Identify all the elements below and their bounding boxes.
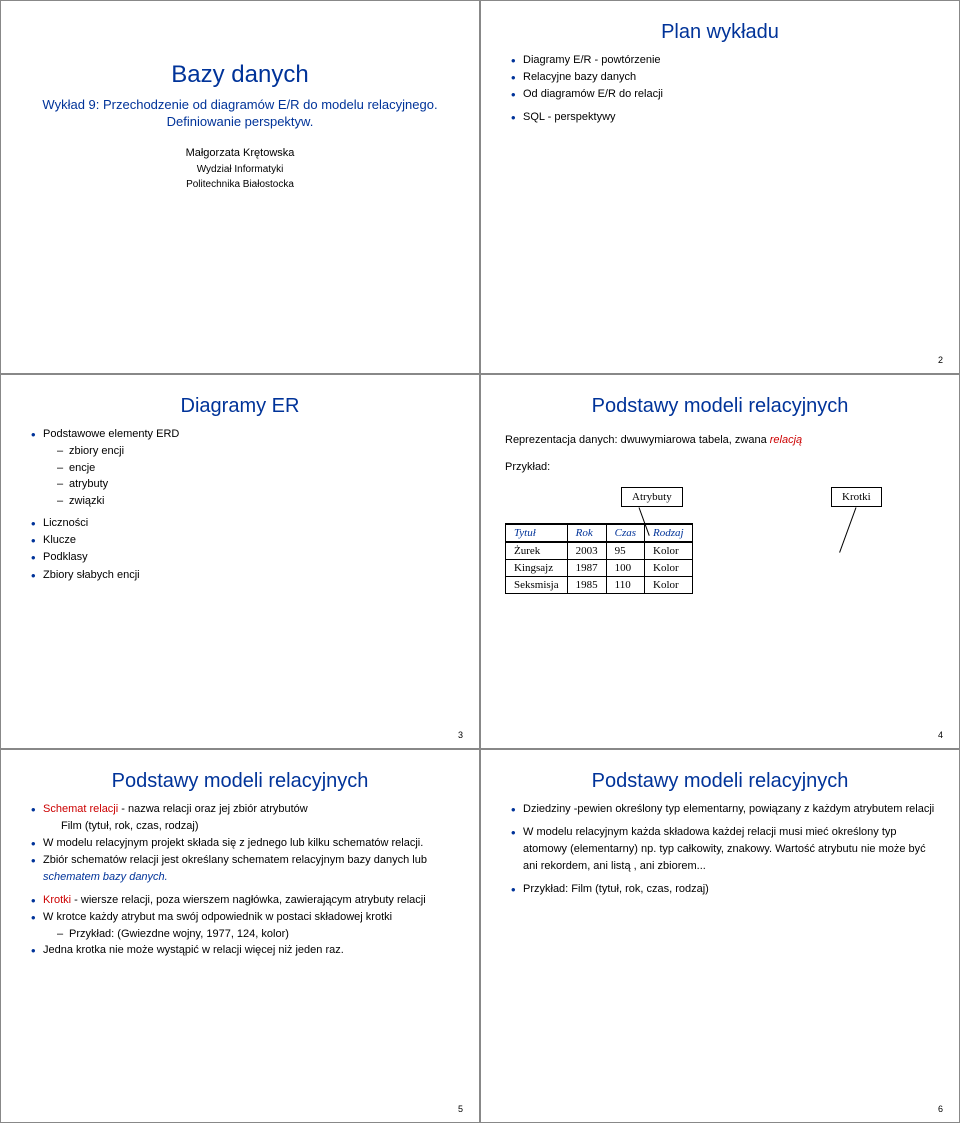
bullet-item: SQL - perspektywy xyxy=(511,109,935,126)
slide-5: Podstawy modeli relacyjnych Schemat rela… xyxy=(0,749,480,1123)
table-cell: Żurek xyxy=(506,542,568,560)
text-span: - nazwa relacji oraz jej zbiór atrybutów xyxy=(118,803,308,815)
bullet-item: Podklasy xyxy=(31,549,455,566)
bullet-list: SQL - perspektywy xyxy=(505,109,935,126)
university: Politechnika Białostocka xyxy=(25,177,455,192)
slide-title: Podstawy modeli relacyjnych xyxy=(505,770,935,793)
text-span: Zbiór schematów relacji jest określany s… xyxy=(43,854,427,866)
slide-2: Plan wykładu Diagramy E/R - powtórzenie … xyxy=(480,0,960,374)
slide-3: Diagramy ER Podstawowe elementy ERD zbio… xyxy=(0,374,480,748)
bullet-list: Podstawowe elementy ERD zbiory encji enc… xyxy=(25,426,455,509)
text-span: - wiersze relacji, poza wierszem nagłówk… xyxy=(71,894,426,906)
bullet-item: Diagramy E/R - powtórzenie xyxy=(511,52,935,69)
dash-item: atrybuty xyxy=(57,476,455,493)
table-cell: 1985 xyxy=(567,577,606,594)
paragraph: Przykład: xyxy=(505,459,935,476)
dash-item: Przykład: (Gwiezdne wojny, 1977, 124, ko… xyxy=(57,926,455,943)
table-header-row: Tytuł Rok Czas Rodzaj xyxy=(506,524,693,542)
slide-1: Bazy danych Wykład 9: Przechodzenie od d… xyxy=(0,0,480,374)
table-cell: Seksmisja xyxy=(506,577,568,594)
table-row: Seksmisja 1985 110 Kolor xyxy=(506,577,693,594)
bullet-item: Przykład: Film (tytuł, rok, czas, rodzaj… xyxy=(511,881,935,898)
bullet-item: Podstawowe elementy ERD zbiory encji enc… xyxy=(31,426,455,509)
table-row: Kingsajz 1987 100 Kolor xyxy=(506,560,693,577)
slide-number: 6 xyxy=(938,1104,943,1114)
callout-tuples: Krotki xyxy=(831,487,882,507)
table-row: Żurek 2003 95 Kolor xyxy=(506,542,693,560)
bullet-item: Jedna krotka nie może wystąpić w relacji… xyxy=(31,942,455,959)
slide-number: 4 xyxy=(938,730,943,740)
table-cell: Kolor xyxy=(645,577,693,594)
table-cell: Kolor xyxy=(645,560,693,577)
slide-4: Podstawy modeli relacyjnych Reprezentacj… xyxy=(480,374,960,748)
table-header: Rodzaj xyxy=(645,524,693,542)
italic-term: relacją xyxy=(770,434,802,446)
slide-grid: Bazy danych Wykład 9: Przechodzenie od d… xyxy=(0,0,960,1123)
slide-number: 5 xyxy=(458,1104,463,1114)
department: Wydział Informatyki xyxy=(25,162,455,177)
bullet-item: Od diagramów E/R do relacji xyxy=(511,86,935,103)
bullet-item: Klucze xyxy=(31,532,455,549)
table-header: Rok xyxy=(567,524,606,542)
bullet-item: Relacyjne bazy danych xyxy=(511,69,935,86)
dash-list: zbiory encji encje atrybuty związki xyxy=(43,443,455,509)
dash-item: encje xyxy=(57,460,455,477)
slide-title: Podstawy modeli relacyjnych xyxy=(25,770,455,793)
author-block: Małgorzata Krętowska Wydział Informatyki… xyxy=(25,145,455,192)
table-cell: 1987 xyxy=(567,560,606,577)
bullet-item: Dziedziny -pewien określony typ elementa… xyxy=(511,801,935,818)
table-cell: 110 xyxy=(606,577,644,594)
bullet-list: Przykład: Film (tytuł, rok, czas, rodzaj… xyxy=(505,881,935,898)
bullet-item: Zbiór schematów relacji jest określany s… xyxy=(31,852,455,886)
bullet-item: Krotki - wiersze relacji, poza wierszem … xyxy=(31,892,455,909)
bullet-list: Krotki - wiersze relacji, poza wierszem … xyxy=(25,892,455,960)
red-term: Krotki xyxy=(43,894,71,906)
table-header: Tytuł xyxy=(506,524,568,542)
bullet-item: W modelu relacyjnym projekt składa się z… xyxy=(31,835,455,852)
relation-table: Tytuł Rok Czas Rodzaj Żurek 2003 95 Kolo… xyxy=(505,523,693,594)
table-cell: 2003 xyxy=(567,542,606,560)
bullet-list: Dziedziny -pewien określony typ elementa… xyxy=(505,801,935,818)
bullet-list: W modelu relacyjnym każda składowa każde… xyxy=(505,824,935,875)
bullet-list: Diagramy E/R - powtórzenie Relacyjne baz… xyxy=(505,52,935,103)
subtitle-line-1: Wykład 9: Przechodzenie od diagramów E/R… xyxy=(25,97,455,112)
bullet-list: Schemat relacji - nazwa relacji oraz jej… xyxy=(25,801,455,886)
slide-number: 2 xyxy=(938,355,943,365)
bullet-text: Podstawowe elementy ERD xyxy=(43,428,179,440)
bullet-item: W modelu relacyjnym każda składowa każde… xyxy=(511,824,935,875)
slide-title: Diagramy ER xyxy=(25,395,455,418)
text-span: W krotce każdy atrybut ma swój odpowiedn… xyxy=(43,911,392,923)
bullet-list: Liczności Klucze Podklasy Zbiory słabych… xyxy=(25,515,455,583)
slide-title: Podstawy modeli relacyjnych xyxy=(505,395,935,418)
table-cell: Kingsajz xyxy=(506,560,568,577)
subtitle-line-2: Definiowanie perspektyw. xyxy=(25,114,455,129)
table-cell: Kolor xyxy=(645,542,693,560)
slide-number: 3 xyxy=(458,730,463,740)
dash-list: Przykład: (Gwiezdne wojny, 1977, 124, ko… xyxy=(43,926,455,943)
slide-title: Plan wykładu xyxy=(505,21,935,44)
author-name: Małgorzata Krętowska xyxy=(25,145,455,162)
italic-term: schematem bazy danych. xyxy=(43,871,168,883)
bullet-item: W krotce każdy atrybut ma swój odpowiedn… xyxy=(31,909,455,943)
example-line: Film (tytuł, rok, czas, rodzaj) xyxy=(43,818,455,835)
paragraph: Reprezentacja danych: dwuwymiarowa tabel… xyxy=(505,432,935,449)
dash-item: związki xyxy=(57,493,455,510)
table-wrap: Tytuł Rok Czas Rodzaj Żurek 2003 95 Kolo… xyxy=(505,523,935,594)
table-cell: 95 xyxy=(606,542,644,560)
main-title: Bazy danych xyxy=(25,61,455,89)
slide-6: Podstawy modeli relacyjnych Dziedziny -p… xyxy=(480,749,960,1123)
red-term: Schemat relacji xyxy=(43,803,118,815)
callout-attributes: Atrybuty xyxy=(621,487,683,507)
bullet-item: Liczności xyxy=(31,515,455,532)
text-span: Reprezentacja danych: dwuwymiarowa tabel… xyxy=(505,434,770,446)
table-cell: 100 xyxy=(606,560,644,577)
bullet-item: Zbiory słabych encji xyxy=(31,567,455,584)
dash-item: zbiory encji xyxy=(57,443,455,460)
bullet-item: Schemat relacji - nazwa relacji oraz jej… xyxy=(31,801,455,835)
table-header: Czas xyxy=(606,524,644,542)
